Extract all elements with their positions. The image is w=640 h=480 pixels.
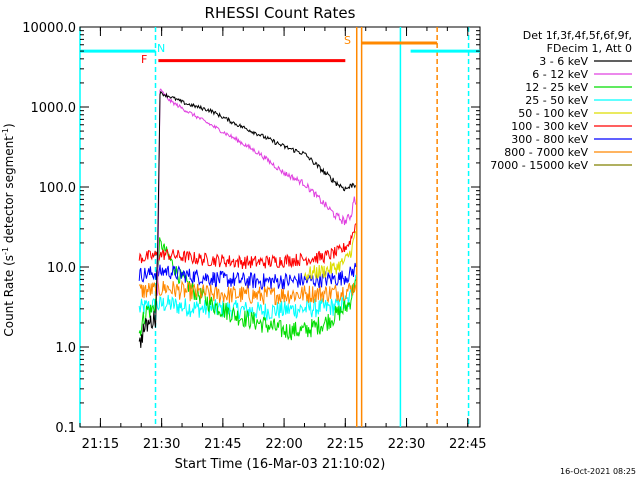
y-tick-label: 10000.0 [22, 21, 76, 36]
series-line [138, 223, 357, 269]
legend-label: 25 - 50 keV [525, 94, 588, 107]
x-tick-label: 21:30 [143, 437, 180, 452]
legend-header-line1: Det 1f,3f,4f,5f,6f,9f, [523, 29, 632, 42]
legend-label: 800 - 7000 keV [504, 146, 588, 159]
legend-label: 7000 - 15000 keV [490, 159, 588, 172]
x-tick-label: 22:45 [449, 437, 486, 452]
legend-label: 3 - 6 keV [539, 55, 588, 68]
flag-label-n: N [157, 42, 165, 55]
series-line [138, 237, 357, 341]
y-tick-label: 10.0 [47, 261, 76, 276]
x-tick-label: 22:15 [327, 437, 364, 452]
series-line [138, 274, 357, 321]
series-lines [138, 88, 357, 348]
series-line [138, 262, 357, 291]
timestamp: 16-Oct-2021 08:25 [560, 467, 636, 476]
legend-label: 50 - 100 keV [518, 107, 588, 120]
x-tick-label: 21:45 [204, 437, 241, 452]
legend-label: 12 - 25 keV [525, 81, 588, 94]
flag-label-f: F [141, 53, 147, 66]
flag-label-s: S [344, 34, 351, 47]
y-tick-label: 1.0 [55, 341, 76, 356]
y-axis-label: Count Rate (s-1 detector segment-1) [1, 123, 16, 336]
series-line [304, 231, 357, 281]
x-tick-label: 22:00 [265, 437, 302, 452]
flag-bars [80, 41, 480, 63]
vertical-markers [79, 27, 470, 427]
chart-title: RHESSI Count Rates [205, 4, 356, 22]
y-tick-label: 1000.0 [31, 101, 77, 116]
legend-label: 300 - 800 keV [511, 133, 588, 146]
series-line [157, 88, 357, 296]
legend-label: 100 - 300 keV [511, 120, 588, 133]
x-axis: 21:15 21:30 21:45 22:00 22:15 22:30 22:45 [79, 27, 486, 452]
series-line [138, 90, 356, 348]
y-tick-label: 100.0 [39, 181, 76, 196]
legend-header-line2: FDecim 1, Att 0 [547, 42, 632, 55]
plot-frame [79, 26, 481, 428]
x-axis-label: Start Time (16-Mar-03 21:10:02) [175, 457, 386, 472]
y-axis: 0.1 1.0 10.0 100.0 1000.0 10000.0 [22, 21, 480, 436]
x-tick-label: 21:15 [82, 437, 119, 452]
legend-label: 6 - 12 keV [532, 68, 588, 81]
x-tick-label: 22:30 [388, 437, 425, 452]
y-tick-label: 0.1 [55, 421, 76, 436]
